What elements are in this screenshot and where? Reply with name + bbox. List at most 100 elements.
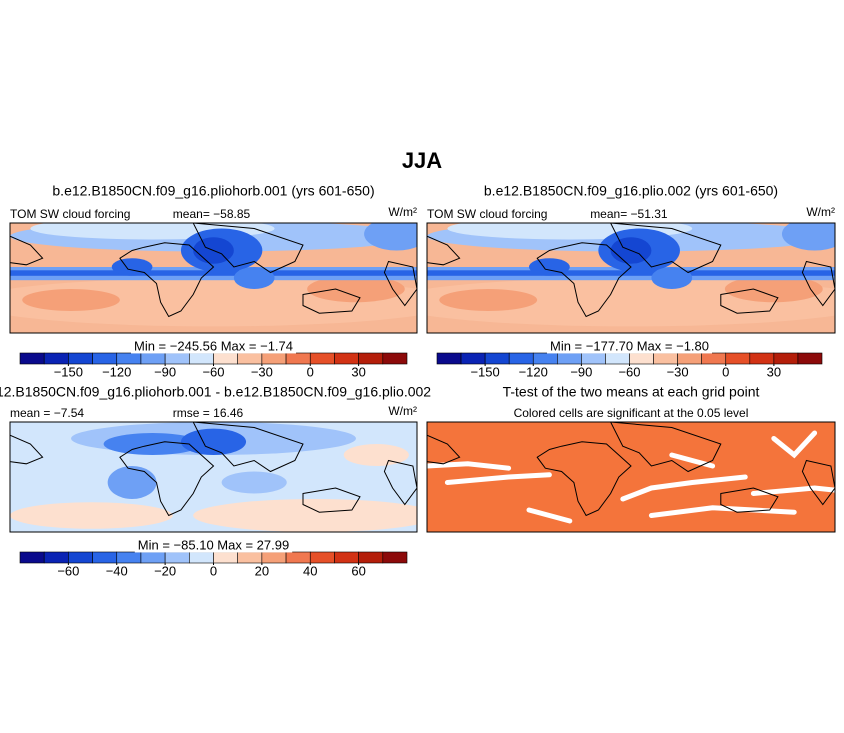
panel-title: T-test of the two means at each grid poi… [503,384,760,400]
field-blob [781,223,835,251]
field-blob [439,289,538,311]
figure-title: JJA [402,148,442,173]
field-blob [221,471,287,494]
colorbar-box [92,551,118,564]
colorbar-box [285,352,311,365]
colorbar-tick-label: −30 [667,364,689,379]
field-blob [22,289,120,311]
field-blob [529,258,570,276]
colorbar-tick-label: −90 [570,364,592,379]
colorbar-box [237,551,263,564]
colorbar-box [140,352,166,365]
field-blob [10,502,173,529]
map-frame [9,421,418,533]
colorbar-tick-label: −60 [57,563,79,578]
colorbar-tick-label: −30 [251,364,273,379]
coastline [10,235,44,266]
colorbar-box [484,352,510,365]
non-significant [750,485,835,496]
range-label: Min = −177.70 Max = −1.80 [550,338,709,353]
non-significant [771,430,818,459]
colorbar-box [460,352,486,365]
coastline [720,487,779,513]
coastline [383,459,417,506]
colorbar-box [749,352,775,365]
colorbar-tick-label: −20 [154,563,176,578]
colorbar-box [677,352,702,365]
colorbar-tick-label: 40 [303,563,317,578]
colorbar-box [358,352,384,365]
colorbar-tick-label: −120 [102,364,131,379]
colorbar-box [581,352,606,365]
colorbar-tick-label: 60 [351,563,365,578]
colorbar-box [382,352,408,365]
colorbar-tick-label: −150 [470,364,499,379]
field-blob [180,428,247,455]
mid-label: mean= −51.31 [590,207,668,221]
colorbar-box [43,352,69,365]
colorbar-tick-label: 0 [722,364,729,379]
range-label-bg [131,338,296,354]
map [10,223,417,333]
colorbar-box [140,551,166,564]
colorbar-box [629,352,654,365]
panel-title: b.e12.B1850CN.f09_g16.plio.002 (yrs 601-… [484,183,778,199]
range-label: Min = −245.56 Max = −1.74 [134,338,293,353]
field-blob [233,267,275,289]
coastline [192,422,304,473]
non-significant [620,474,748,502]
non-significant [648,505,797,518]
range-label: Min = −85.10 Max = 27.99 [138,537,289,552]
map [10,422,417,532]
non-significant [669,452,716,469]
colorbar-box [358,551,384,564]
colorbar-box [508,352,534,365]
map [427,223,835,333]
colorbar-box [19,352,45,365]
colorbar-box [773,352,799,365]
map-frame [426,222,836,334]
non-significant [444,472,552,485]
colorbar-box [725,352,751,365]
field-blob [651,267,693,289]
colorbar-box [213,352,238,365]
colorbar-box [701,352,727,365]
coastline [720,288,779,314]
colorbar-box [261,551,287,564]
coastline [610,223,722,274]
map-frame [426,421,836,533]
colorbar-box [68,352,93,365]
coastline [119,441,215,517]
colorbar-box [309,551,335,564]
colorbar-tick-label: −150 [54,364,83,379]
colorbar-box [436,352,462,365]
coastline [302,288,361,314]
unit-label: W/m² [388,404,417,418]
unit-label: W/m² [806,205,835,219]
field-blob [724,275,823,303]
panel-title: 12.B1850CN.f09_g16.pliohorb.001 - b.e12.… [0,384,431,400]
field-blob [111,258,153,276]
colorbar-tick-label: −90 [154,364,176,379]
colorbar-box [68,551,93,564]
colorbar-box [653,352,678,365]
field-blob [107,466,157,499]
non-significant [526,507,573,524]
colorbar-box [237,352,263,365]
coastline [119,242,215,318]
colorbar-tick-label: 0 [210,563,217,578]
field-blob [343,444,409,466]
colorbar-box [557,352,582,365]
colorbar-box [285,551,311,564]
field-blob [193,499,417,532]
colorbar-box [213,551,238,564]
coastline [383,260,417,307]
coastline [427,235,461,266]
colorbar-tick-label: 20 [255,563,269,578]
colorbar-box [116,352,142,365]
left-label: TOM SW cloud forcing [10,207,130,221]
field-blob [364,223,417,251]
colorbar-tick-label: −60 [202,364,224,379]
coastline [801,260,835,307]
